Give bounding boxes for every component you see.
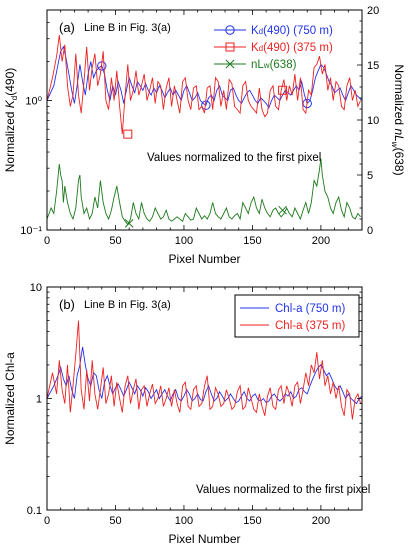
y2-axis-label: Normalized nLw(638) <box>390 64 406 175</box>
panel-subtitle: Line B in Fig. 3(a) <box>84 22 171 34</box>
legend-entry-1: Kd(490) (375 m) <box>251 42 333 54</box>
legend-marker-0 <box>225 25 235 35</box>
legend-box <box>234 294 360 338</box>
series-line-0-1 <box>47 35 362 135</box>
x-tick-label: 0 <box>44 235 50 247</box>
y-axis-label: Normalized Kd(490) <box>3 68 19 173</box>
y2-tick-label: 10 <box>367 115 379 127</box>
y-tick-label: 10⁻¹ <box>20 225 42 237</box>
series-marker-0-1-0 <box>123 129 133 139</box>
x-tick-label: 150 <box>243 235 261 247</box>
y2-tick-label: 15 <box>367 60 379 72</box>
x-tick-label: 50 <box>109 235 121 247</box>
series-marker-0-2-0 <box>124 219 134 228</box>
series-line-1-1 <box>47 320 362 420</box>
panel-label: (b) <box>59 297 75 312</box>
x-tick-label: 0 <box>44 515 50 527</box>
series-line-1-0 <box>47 346 362 405</box>
series-line-0-2 <box>47 158 361 226</box>
legend-entry-1: Chl-a (375 m) <box>275 320 345 332</box>
x-tick-label: 50 <box>109 515 121 527</box>
legend-entry-2: nLw(638) <box>251 59 297 71</box>
panel-label: (a) <box>59 20 75 35</box>
legend-entry-0: Kd(490) (750 m) <box>251 25 333 37</box>
chart-panel-b: 0 50 100 150 200 10 1 0.1 Pixel Number Normalized… <box>3 282 370 546</box>
series-marker-0-2-1 <box>278 205 287 215</box>
x-tick-label: 200 <box>312 235 330 247</box>
x-tick-label: 200 <box>312 515 330 527</box>
normalization-note: Values normalized to the first pixel <box>196 484 370 496</box>
normalization-note: Values normalized to the first pixel <box>147 152 321 164</box>
y2-tick-label: 20 <box>367 5 379 17</box>
series-marker-0-1-1 <box>278 85 288 95</box>
y2-tick-label: 5 <box>367 170 373 182</box>
y-tick-label: 1 <box>36 394 42 406</box>
legend-entry-0: Chl-a (750 m) <box>275 303 345 315</box>
x-axis-label: Pixel Number <box>168 532 240 546</box>
y-axis-label: Normalized Chl-a <box>3 352 17 445</box>
x-tick-label: 150 <box>243 515 261 527</box>
legend-marker-2 <box>225 59 235 69</box>
y-tick-label: 10⁰ <box>25 96 42 108</box>
x-tick-label: 100 <box>175 235 193 247</box>
y-tick-label: 0.1 <box>27 505 42 517</box>
legend-marker-1 <box>225 42 235 52</box>
y-tick-label: 10 <box>30 282 42 294</box>
panel-subtitle: Line B in Fig. 3(a) <box>84 299 171 311</box>
x-tick-label: 100 <box>175 515 193 527</box>
x-axis-label: Pixel Number <box>168 252 240 266</box>
y2-tick-label: 0 <box>367 225 373 237</box>
